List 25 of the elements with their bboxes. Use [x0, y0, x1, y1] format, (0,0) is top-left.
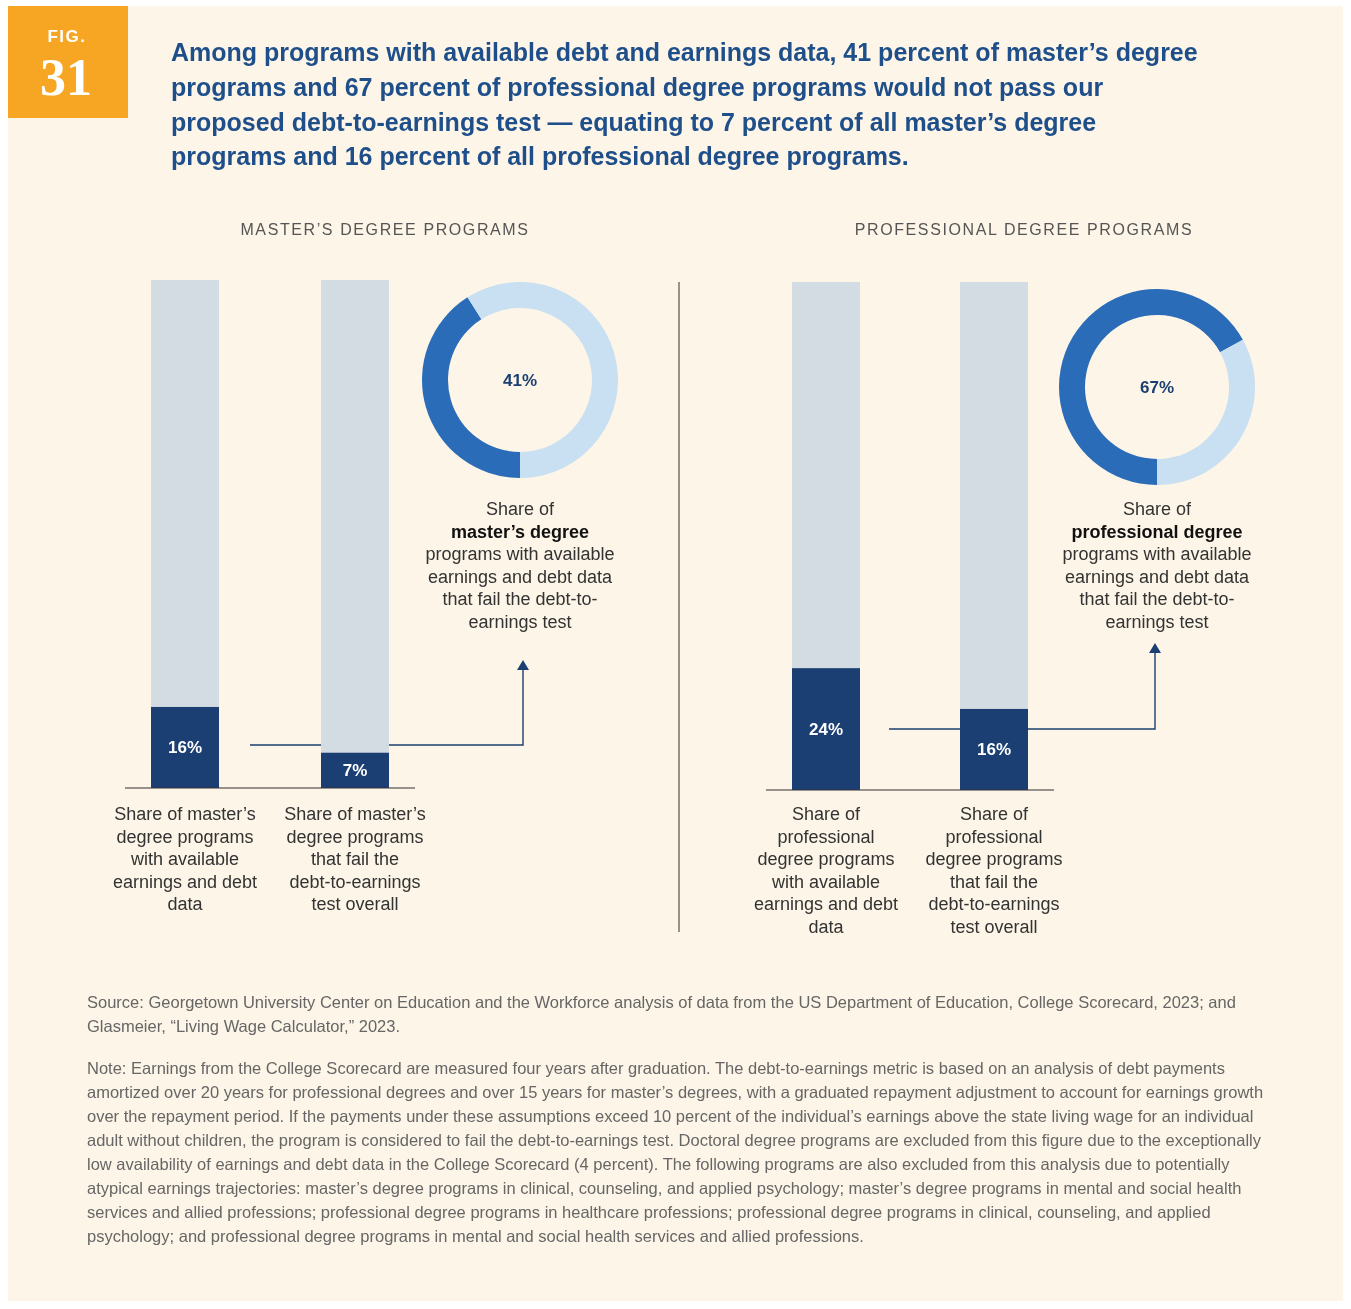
text: Share of	[1122, 499, 1193, 519]
donut-slice	[1059, 289, 1243, 485]
x-tick-label: Share of professional degree programs that fail the debt-to-earnings test overall	[925, 804, 1063, 937]
chart-subtitle: PROFESSIONAL DEGREE PROGRAMS	[854, 221, 1194, 238]
data-label: 24%	[808, 720, 844, 740]
text: Share of	[485, 499, 556, 519]
text: Note: Earnings from the College Scorecard are measured four years after graduation. The debt-to-earnings metric is based on an analysis of debt payments amortized over 20 years for professional degrees and over 15 years for master’s degrees, with a graduated repayment adjustment to account for earnings growth over the repayment period. If the payments under these assumptions exceed 10 percent of the individual’s earnings above the state living wage for an individual adult without children, the program is considered to fail the debt-to-earnings test. Doctoral degree programs are excluded from this figure due to the exceptionally low availability of earnings and debt data in the College Scorecard (4 percent). The following programs are also excluded from this analysis due to potentially atypical earnings trajectories: master’s degree programs in clinical, counseling, and applied psychology; master’s degree programs in mental and social health services and allied professions; professional degree programs in healthcare professions; professional degree programs in clinical, counseling, and applied psychology; and professional degree programs in mental and social health services and allied professions.	[87, 1059, 1264, 1245]
source-note: Source: Georgetown University Center on Education and the Workforce analysis of data from the US Department of Education, College Scorecard, 2023; and Glasmeier, “Living Wage Calculator,” 2023.	[87, 993, 1236, 1035]
x-tick-label: Share of master’s degree programs with available earnings and debt data	[112, 804, 258, 915]
text: programs with available earnings and debt data that fail the debt-to-earnings test	[1062, 544, 1252, 632]
x-tick-label: Share of professional degree programs with available earnings and debt data	[753, 804, 899, 937]
donut-slice	[467, 282, 618, 478]
data-label: 16%	[976, 740, 1012, 760]
text: programs with available earnings and debt data that fail the debt-to-earnings test	[425, 544, 615, 632]
text: master’s degree	[450, 521, 590, 542]
data-label: 41%	[502, 371, 538, 390]
data-label: 67%	[1139, 378, 1175, 397]
x-tick-label: Share of master’s degree programs that fail the debt-to-earnings test overall	[284, 804, 426, 915]
chart-subtitle: MASTER’S DEGREE PROGRAMS	[240, 221, 530, 238]
text: professional degree	[1071, 521, 1243, 542]
data-label: 16%	[167, 738, 203, 758]
text: FIG.	[47, 27, 87, 46]
data-label: 7%	[342, 761, 368, 781]
text: Among programs with available debt and earnings data, 41 percent of master’s degree programs and 67 percent of professional degree programs would not pass our proposed debt-to-earnings test — equating to 7 percent of all master’s degree programs and 16 percent of all professional degree programs.	[171, 38, 1198, 171]
text: 31	[40, 49, 92, 106]
